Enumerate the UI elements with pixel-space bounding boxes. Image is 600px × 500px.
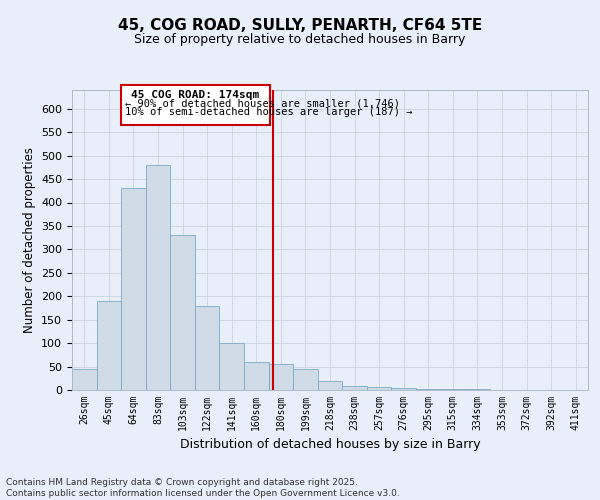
- Bar: [170, 236, 195, 390]
- Bar: [97, 301, 121, 390]
- Bar: [293, 369, 318, 390]
- Y-axis label: Number of detached properties: Number of detached properties: [23, 147, 35, 333]
- Bar: [465, 389, 490, 390]
- X-axis label: Distribution of detached houses by size in Barry: Distribution of detached houses by size …: [179, 438, 481, 452]
- Bar: [195, 306, 220, 390]
- Bar: [391, 388, 416, 390]
- Bar: [220, 343, 244, 390]
- Bar: [440, 389, 465, 390]
- Bar: [342, 386, 367, 390]
- Text: 10% of semi-detached houses are larger (187) →: 10% of semi-detached houses are larger (…: [125, 107, 412, 117]
- Bar: [72, 369, 97, 390]
- Text: Size of property relative to detached houses in Barry: Size of property relative to detached ho…: [134, 32, 466, 46]
- Bar: [367, 387, 391, 390]
- Text: Contains HM Land Registry data © Crown copyright and database right 2025.
Contai: Contains HM Land Registry data © Crown c…: [6, 478, 400, 498]
- Bar: [416, 388, 440, 390]
- Bar: [269, 364, 293, 390]
- Text: 45, COG ROAD, SULLY, PENARTH, CF64 5TE: 45, COG ROAD, SULLY, PENARTH, CF64 5TE: [118, 18, 482, 32]
- Bar: [244, 362, 269, 390]
- Text: ← 90% of detached houses are smaller (1,746): ← 90% of detached houses are smaller (1,…: [125, 98, 400, 108]
- Bar: [121, 86, 270, 125]
- Text: 45 COG ROAD: 174sqm: 45 COG ROAD: 174sqm: [131, 90, 260, 100]
- Bar: [121, 188, 146, 390]
- Bar: [318, 380, 342, 390]
- Bar: [146, 165, 170, 390]
